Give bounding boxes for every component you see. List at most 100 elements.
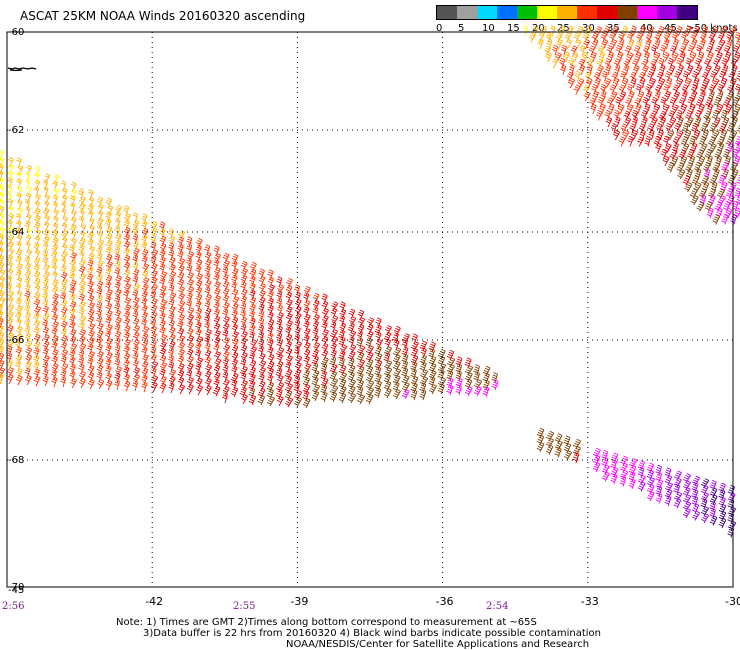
- wind-barb: [150, 276, 158, 288]
- wind-barb: [419, 369, 429, 380]
- wind-barb: [718, 510, 727, 522]
- wind-barb: [619, 70, 627, 82]
- wind-barb: [186, 271, 194, 283]
- wind-barb: [717, 32, 725, 43]
- wind-barb: [597, 96, 604, 108]
- wind-barb: [347, 350, 356, 362]
- longitude-label: -39: [290, 595, 308, 608]
- wind-barb: [568, 77, 575, 89]
- wind-barb: [150, 241, 157, 253]
- wind-barb: [16, 157, 22, 169]
- wind-barb: [124, 283, 132, 294]
- wind-barb: [636, 38, 643, 50]
- wind-barb: [132, 310, 139, 322]
- wind-barb: [123, 275, 131, 287]
- wind-barb: [213, 266, 221, 278]
- wind-barb: [651, 96, 658, 108]
- wind-barb: [601, 456, 609, 468]
- wind-barb: [51, 250, 58, 262]
- wind-barb: [168, 284, 175, 296]
- wind-barb: [52, 236, 59, 248]
- wind-barb: [205, 364, 212, 375]
- wind-barb: [178, 300, 186, 311]
- wind-barb: [69, 195, 76, 207]
- wind-barb: [222, 252, 230, 264]
- wind-barb: [634, 97, 642, 108]
- wind-barb: [186, 243, 193, 255]
- wind-barb: [69, 202, 76, 214]
- wind-barb: [187, 314, 194, 325]
- wind-barb: [303, 327, 311, 339]
- wind-barb: [582, 84, 590, 95]
- wind-barb: [79, 251, 85, 263]
- wind-barb: [729, 130, 738, 141]
- wind-barb: [339, 308, 347, 320]
- wind-barb: [419, 376, 429, 387]
- wind-barb: [686, 64, 694, 76]
- wind-barb: [42, 319, 48, 331]
- wind-barb: [89, 246, 95, 257]
- wind-barb: [42, 179, 49, 191]
- wind-barb: [556, 38, 563, 50]
- wind-barb: [230, 372, 239, 384]
- wind-barb: [664, 467, 672, 479]
- wind-barb: [694, 116, 702, 128]
- wind-barb: [51, 285, 59, 297]
- wind-barb: [141, 241, 148, 253]
- wind-barb: [713, 64, 721, 76]
- wind-barb: [633, 45, 641, 56]
- wind-barb: [132, 240, 139, 252]
- wind-barb: [105, 295, 111, 307]
- wind-barb: [69, 349, 76, 361]
- wind-barb: [107, 205, 114, 216]
- wind-barb: [258, 373, 265, 385]
- wind-barb: [678, 97, 686, 108]
- wind-barb: [294, 312, 302, 324]
- wind-barb: [313, 313, 320, 325]
- wind-barb: [446, 370, 454, 382]
- wind-barb: [730, 77, 737, 89]
- wind-barb: [231, 351, 239, 363]
- wind-barb: [601, 70, 608, 82]
- wind-barb: [329, 328, 338, 340]
- wind-barb: [123, 324, 131, 336]
- wind-barb: [706, 155, 713, 167]
- wind-barb: [240, 302, 247, 314]
- wind-barb: [676, 162, 685, 173]
- wind-barb: [708, 194, 716, 206]
- wind-barb: [16, 192, 22, 204]
- wind-barb: [240, 372, 247, 384]
- wind-barb: [592, 447, 601, 459]
- wind-barb: [731, 64, 738, 76]
- wind-barb: [568, 57, 575, 69]
- wind-barb: [33, 340, 41, 352]
- wind-barb: [650, 64, 657, 76]
- wind-barb: [25, 241, 31, 253]
- wind-barb: [33, 347, 40, 359]
- wind-barb: [464, 357, 472, 369]
- wind-barb: [631, 129, 638, 141]
- wind-barb: [0, 177, 4, 189]
- wind-barb: [285, 347, 293, 359]
- wind-barb: [641, 58, 649, 69]
- wind-barb: [51, 278, 59, 290]
- wind-barb: [8, 205, 14, 217]
- wind-barb: [703, 116, 711, 128]
- wind-barb: [42, 277, 49, 289]
- scale-swatch: [557, 6, 577, 19]
- wind-barb: [195, 251, 202, 263]
- wind-barb: [0, 338, 5, 350]
- wind-barb: [151, 361, 159, 372]
- wind-barb: [401, 367, 409, 379]
- wind-barb: [694, 161, 702, 173]
- wind-barb: [105, 365, 112, 377]
- wind-barb: [87, 280, 94, 292]
- wind-barb: [105, 267, 112, 279]
- wind-barb: [160, 361, 167, 373]
- wind-barb: [581, 51, 589, 63]
- wind-barb: [60, 285, 67, 297]
- wind-barb: [598, 51, 606, 63]
- wind-barb: [115, 204, 122, 216]
- wind-barb: [240, 267, 248, 279]
- wind-barb: [87, 266, 94, 278]
